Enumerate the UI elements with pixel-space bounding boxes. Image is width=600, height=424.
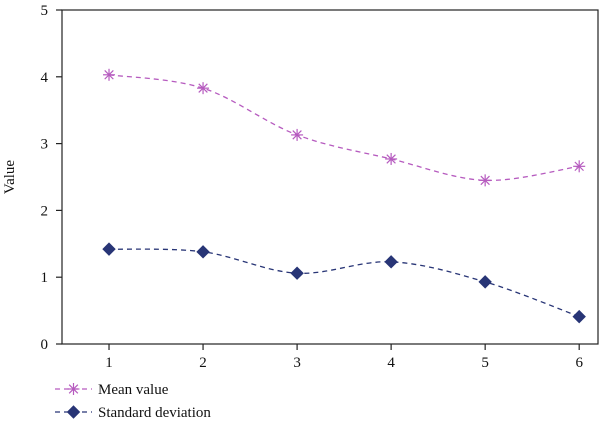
y-axis: 0 1 2 3 4 5	[41, 3, 62, 353]
x-tick-label: 4	[387, 355, 395, 371]
x-tick-label: 5	[481, 355, 489, 371]
mean-value-point	[197, 82, 210, 95]
mean-value-point	[573, 160, 586, 173]
y-tick-label: 1	[41, 270, 49, 286]
std-dev-point	[196, 245, 210, 259]
series-layer	[102, 68, 586, 324]
y-tick-label: 5	[41, 3, 49, 19]
legend-marker-mean-value	[67, 383, 80, 395]
legend-label-std-dev: Standard deviation	[98, 405, 211, 421]
y-tick-label: 2	[41, 203, 49, 219]
mean-value-series-line	[108, 74, 580, 181]
y-tick-label: 3	[41, 137, 49, 153]
plot-area-frame	[61, 9, 599, 345]
x-tick-label: 2	[199, 355, 207, 371]
legend-label-mean-value: Mean value	[98, 382, 169, 398]
mean-value-point	[385, 152, 398, 165]
legend: Mean value Standard deviation	[55, 382, 211, 421]
std-dev-point	[478, 275, 492, 289]
legend-marker-std-dev	[66, 405, 81, 419]
x-tick-label: 3	[293, 355, 301, 371]
std-dev-point	[102, 242, 116, 256]
std-dev-point	[290, 266, 304, 280]
mean-value-point	[103, 68, 116, 81]
y-tick-label: 4	[41, 70, 49, 86]
mean-value-point	[479, 174, 492, 187]
y-axis-title: Value	[2, 160, 18, 194]
x-tick-label: 1	[105, 355, 113, 371]
std-dev-point	[384, 255, 398, 269]
y-tick-label: 0	[41, 337, 49, 353]
x-tick-label: 6	[575, 355, 583, 371]
std-dev-point	[572, 309, 586, 324]
mean-value-point	[291, 128, 304, 141]
std-dev-series-line	[108, 248, 580, 318]
x-axis: 1 2 3 4 5 6	[105, 344, 583, 371]
